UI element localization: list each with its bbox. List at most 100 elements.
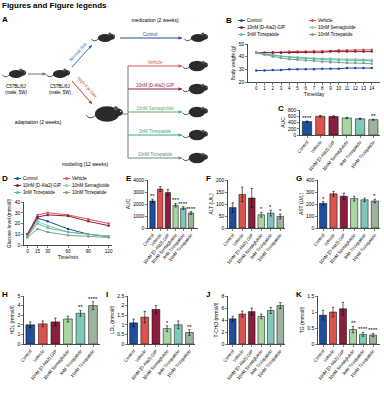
svg-text:10nM Semaglutide: 10nM Semaglutide	[42, 348, 70, 380]
svg-text:Vehicle: Vehicle	[150, 232, 163, 247]
svg-text:C57BL/6J: C57BL/6J	[50, 84, 70, 89]
svg-text:10nM [D-Ala2]-GIP: 10nM [D-Ala2]-GIP	[226, 349, 254, 381]
svg-text:20: 20	[239, 79, 245, 85]
svg-text:3nM Tirzepatide: 3nM Tirzepatide	[338, 139, 363, 167]
svg-text:5: 5	[18, 293, 21, 299]
svg-text:60: 60	[65, 249, 71, 254]
svg-text:100: 100	[216, 201, 225, 207]
svg-text:Normal diet: Normal diet	[68, 41, 88, 62]
svg-text:3nM Tirzepatide: 3nM Tirzepatide	[341, 348, 366, 376]
svg-text:0.5: 0.5	[307, 325, 314, 331]
svg-text:ALT (U/L): ALT (U/L)	[208, 193, 214, 215]
svg-text:Control: Control	[123, 349, 136, 363]
svg-text:0: 0	[18, 242, 21, 248]
svg-text:2: 2	[222, 329, 225, 335]
svg-text:F: F	[206, 174, 211, 183]
svg-text:Vehicle: Vehicle	[32, 348, 45, 363]
svg-text:3nM Tirzepatide: 3nM Tirzepatide	[139, 129, 172, 134]
svg-text:*: *	[260, 206, 263, 212]
svg-text:Control: Control	[143, 32, 158, 37]
svg-text:2: 2	[122, 302, 125, 308]
svg-text:3nM Tirzepatide: 3nM Tirzepatide	[249, 348, 274, 376]
svg-text:14: 14	[369, 86, 375, 91]
svg-text:4: 4	[288, 86, 291, 91]
svg-text:*: *	[373, 193, 376, 199]
svg-text:10nM Semaglutide: 10nM Semaglutide	[150, 232, 178, 264]
svg-text:TG (mmol/l): TG (mmol/l)	[299, 306, 305, 333]
svg-text:400: 400	[288, 119, 297, 125]
svg-text:0: 0	[222, 341, 225, 347]
svg-text:0: 0	[255, 86, 258, 91]
svg-text:10nM [D-Ala2]-GIP: 10nM [D-Ala2]-GIP	[30, 349, 58, 381]
svg-text:Control: Control	[142, 233, 155, 247]
svg-text:300: 300	[306, 189, 315, 195]
svg-text:30: 30	[15, 210, 21, 216]
svg-text:AUC: AUC	[280, 117, 286, 128]
svg-text:10nM Tirzepatide: 10nM Tirzepatide	[349, 348, 375, 378]
svg-text:**: **	[187, 324, 192, 330]
svg-text:10nM Tirzepatide: 10nM Tirzepatide	[167, 232, 193, 262]
svg-text:LDL (mmol/l): LDL (mmol/l)	[109, 305, 115, 334]
svg-text:C: C	[278, 104, 284, 113]
svg-text:****: ****	[186, 206, 196, 212]
svg-text:6: 6	[304, 86, 307, 91]
svg-text:3: 3	[18, 312, 21, 318]
svg-text:120: 120	[105, 249, 113, 254]
svg-text:0: 0	[222, 225, 225, 231]
svg-text:3nM Tirzepatide: 3nM Tirzepatide	[59, 348, 84, 376]
svg-text:4: 4	[222, 317, 225, 323]
svg-text:0: 0	[294, 132, 297, 138]
svg-text:*: *	[279, 208, 282, 214]
svg-text:90: 90	[86, 249, 92, 254]
svg-text:6: 6	[222, 305, 225, 311]
svg-text:0.5: 0.5	[117, 331, 124, 337]
svg-text:10nM Semaglutide: 10nM Semaglutide	[328, 348, 356, 380]
svg-text:medication (2 weeks): medication (2 weeks)	[131, 17, 179, 23]
svg-text:*: *	[269, 204, 272, 210]
svg-text:4: 4	[18, 302, 21, 308]
svg-text:J: J	[206, 290, 210, 299]
svg-text:50: 50	[239, 41, 245, 47]
svg-text:*: *	[322, 196, 325, 202]
svg-text:10nM Semaglutide: 10nM Semaglutide	[321, 139, 349, 171]
svg-text:10nM Tirzepatide: 10nM Tirzepatide	[350, 139, 376, 169]
svg-text:HDL (mmol/l): HDL (mmol/l)	[9, 305, 15, 335]
svg-text:**: **	[78, 304, 83, 310]
svg-text:C57BL/6J: C57BL/6J	[6, 84, 26, 89]
svg-text:10nM Tirzepatide: 10nM Tirzepatide	[257, 348, 283, 378]
svg-text:10nM [D-Ala2]-GIP: 10nM [D-Ala2]-GIP	[318, 233, 346, 265]
svg-text:10nM Semaglutide: 10nM Semaglutide	[236, 348, 264, 380]
svg-text:200: 200	[288, 126, 297, 132]
svg-text:40: 40	[239, 53, 245, 59]
svg-text:7: 7	[313, 86, 316, 91]
svg-text:2: 2	[18, 322, 21, 328]
svg-text:3nM Tirzepatide: 3nM Tirzepatide	[161, 232, 186, 260]
svg-text:1000: 1000	[133, 213, 144, 219]
svg-text:Control: Control	[312, 233, 325, 247]
svg-text:Control: Control	[222, 233, 235, 247]
svg-text:Control: Control	[296, 140, 309, 154]
svg-text:**: **	[371, 113, 376, 119]
svg-text:****: ****	[88, 296, 98, 302]
svg-text:2000: 2000	[133, 201, 144, 207]
svg-text:Control: Control	[312, 349, 325, 363]
svg-text:150: 150	[216, 189, 225, 195]
svg-text:G: G	[296, 174, 302, 183]
svg-text:0: 0	[18, 341, 21, 347]
svg-text:Body weight (g): Body weight (g)	[230, 45, 236, 80]
svg-text:AST (U/L): AST (U/L)	[298, 193, 304, 215]
svg-text:**: **	[150, 193, 155, 199]
svg-text:1: 1	[312, 309, 315, 315]
svg-text:4000: 4000	[133, 177, 144, 183]
svg-text:10nM [D-Ala2]-GIP: 10nM [D-Ala2]-GIP	[317, 349, 345, 381]
svg-text:8: 8	[222, 293, 225, 299]
svg-text:15: 15	[35, 249, 41, 254]
svg-text:0: 0	[312, 341, 315, 347]
svg-text:High-Fat Diet: High-Fat Diet	[76, 75, 98, 99]
svg-text:400: 400	[306, 177, 315, 183]
svg-text:Vehicle: Vehicle	[323, 232, 336, 247]
svg-text:**: **	[351, 320, 356, 326]
svg-text:Vehicle: Vehicle	[134, 348, 147, 363]
svg-text:AUC: AUC	[125, 198, 131, 209]
svg-text:10nM Semaglutide: 10nM Semaglutide	[142, 348, 170, 380]
